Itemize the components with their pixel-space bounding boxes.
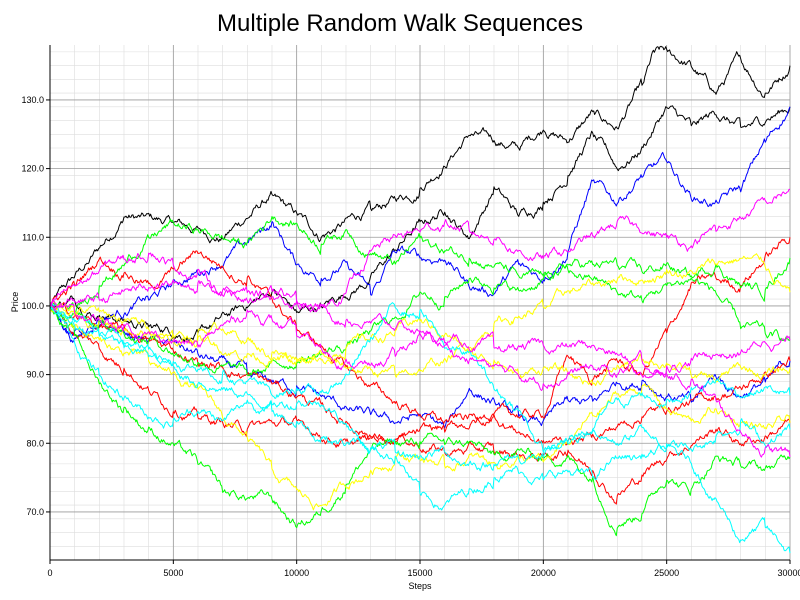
series-line-15 <box>49 302 791 453</box>
series-line-5 <box>49 237 791 427</box>
series-line-17 <box>49 188 791 313</box>
series-line-12 <box>49 303 791 387</box>
series-line-10 <box>49 264 791 377</box>
y-axis-label: Price <box>10 292 20 313</box>
series-line-16 <box>49 307 791 472</box>
series-line-6 <box>49 303 791 505</box>
y-tick-label: 100.0 <box>21 301 44 311</box>
x-tick-label: 10000 <box>284 568 309 578</box>
y-ticks: 70.0 80.0 90.0 100.0 110.0 120.0 130.0 <box>21 95 50 517</box>
y-tick-label: 110.0 <box>22 232 44 242</box>
series-layer <box>49 45 791 554</box>
x-ticks: 0 5000 10000 15000 20000 25000 30000 <box>47 560 800 578</box>
x-tick-label: 5000 <box>163 568 183 578</box>
x-tick-label: 0 <box>47 568 52 578</box>
series-line-9 <box>49 303 791 537</box>
series-line-7 <box>49 302 791 446</box>
x-tick-label: 15000 <box>407 568 432 578</box>
series-line-8 <box>49 216 791 315</box>
chart-title: Multiple Random Walk Sequences <box>217 10 583 37</box>
series-line-19 <box>49 279 791 379</box>
x-tick-label: 20000 <box>531 568 556 578</box>
y-tick-label: 70.0 <box>26 507 44 517</box>
series-line-13 <box>49 253 791 378</box>
x-tick-label: 25000 <box>654 568 679 578</box>
x-tick-label: 30000 <box>777 568 800 578</box>
series-line-1 <box>49 45 791 306</box>
y-tick-label: 120.0 <box>21 164 44 174</box>
x-axis-label: Steps <box>408 581 432 591</box>
y-tick-label: 130.0 <box>21 95 44 105</box>
series-line-18 <box>49 299 791 458</box>
y-tick-label: 80.0 <box>26 438 44 448</box>
series-line-11 <box>49 302 791 511</box>
y-tick-label: 90.0 <box>26 370 44 380</box>
